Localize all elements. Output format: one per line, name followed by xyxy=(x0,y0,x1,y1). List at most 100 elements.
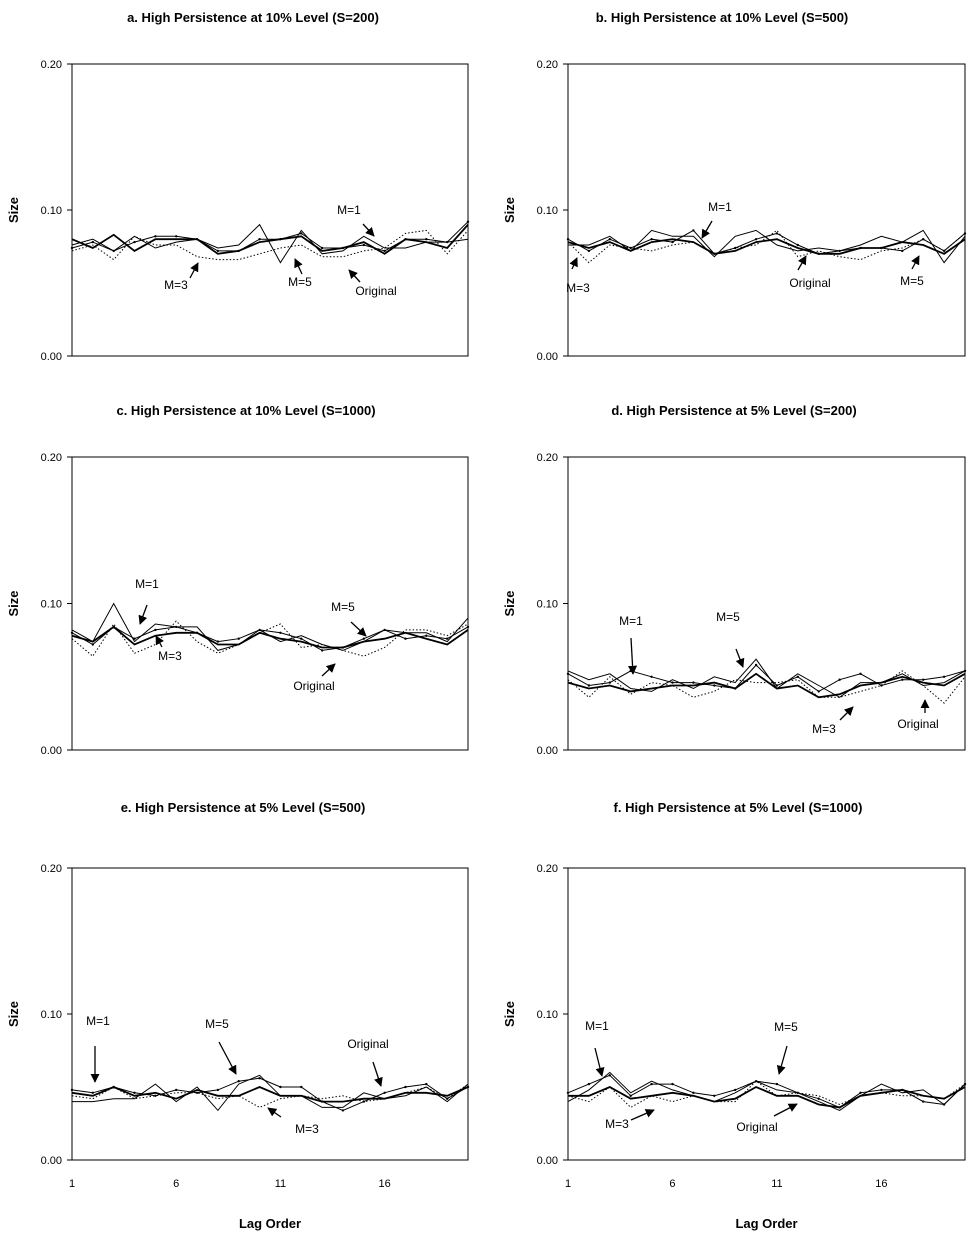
x-tick-label: 6 xyxy=(669,1178,675,1190)
y-axis-label: Size xyxy=(502,1001,517,1027)
annotation-label: M=1 xyxy=(337,203,361,217)
panel-a: a. High Persistence at 10% Level (S=200)… xyxy=(6,10,470,363)
series-point xyxy=(466,220,470,223)
series-point xyxy=(362,243,365,247)
annotation-arrow xyxy=(797,255,807,271)
series-point xyxy=(91,240,95,244)
x-tick-label: 16 xyxy=(379,1178,391,1190)
series-point xyxy=(838,1106,841,1109)
series-point xyxy=(754,663,758,667)
series-point xyxy=(133,1091,136,1095)
series-point xyxy=(175,235,178,238)
series-point xyxy=(796,675,799,678)
panel-title: b. High Persistence at 10% Level (S=500) xyxy=(596,10,849,25)
series-point xyxy=(300,1085,303,1089)
annotation-arrow xyxy=(372,1061,383,1087)
series-point xyxy=(300,637,303,640)
annotation-label: M=3 xyxy=(605,1117,629,1131)
plot-frame xyxy=(567,456,966,751)
series-point xyxy=(404,637,407,640)
series-point xyxy=(446,240,449,244)
plot-frame xyxy=(567,63,966,357)
series-line-4 xyxy=(567,229,966,264)
series-point xyxy=(320,246,324,250)
annotation-arrow xyxy=(776,1045,788,1075)
series-point xyxy=(258,1077,261,1080)
series-point xyxy=(817,690,820,693)
y-axis-label: Size xyxy=(6,590,21,616)
series-point xyxy=(901,1088,904,1092)
y-tick-label: 0.10 xyxy=(41,205,62,217)
y-tick-label: 0.10 xyxy=(537,599,558,611)
series-point xyxy=(258,238,261,241)
panel-d: d. High Persistence at 5% Level (S=200) S… xyxy=(502,403,967,757)
series-point xyxy=(692,1091,695,1095)
series-point xyxy=(587,249,591,253)
x-tick-label: 6 xyxy=(173,1178,179,1190)
series-line-4 xyxy=(71,620,469,657)
y-axis-label: Size xyxy=(6,1001,21,1027)
y-tick-label: 0.10 xyxy=(537,1009,558,1021)
series-line-4 xyxy=(71,229,469,261)
series-point xyxy=(817,1097,820,1100)
series-point xyxy=(154,1094,157,1098)
annotation-label: M=5 xyxy=(716,610,740,624)
annotation-label: M=1 xyxy=(86,1014,110,1028)
y-axis-label: Size xyxy=(502,590,517,616)
series-line-4 xyxy=(71,1083,469,1108)
series-point xyxy=(133,240,136,244)
series-point xyxy=(112,625,115,629)
annotation-arrow xyxy=(321,663,336,677)
annotation-arrow xyxy=(350,621,367,637)
series-point xyxy=(425,634,428,637)
series-point xyxy=(734,687,737,690)
series-point xyxy=(175,1088,178,1092)
panel-e: e. High Persistence at 5% Level (S=500) S… xyxy=(6,800,470,1231)
series-point xyxy=(650,675,653,678)
series-point xyxy=(362,637,365,640)
series-point xyxy=(796,1091,799,1095)
series-point xyxy=(713,684,716,687)
series-point xyxy=(922,678,925,681)
series-point xyxy=(734,1088,737,1092)
annotation-label: Original xyxy=(355,284,396,298)
series-point xyxy=(859,246,862,250)
series-point xyxy=(404,238,407,241)
series-point xyxy=(341,1109,345,1112)
annotation-arrow xyxy=(138,604,148,625)
series-line-2 xyxy=(71,602,469,651)
series-point xyxy=(608,681,611,684)
series-line-3 xyxy=(71,1077,469,1111)
series-point xyxy=(425,1082,428,1086)
series-point xyxy=(383,628,386,632)
annotation-label: M=3 xyxy=(164,278,188,292)
series-point xyxy=(901,678,904,681)
annotation-arrow xyxy=(839,706,854,721)
panel-title: d. High Persistence at 5% Level (S=200) xyxy=(611,403,856,418)
series-point xyxy=(133,637,136,640)
series-point xyxy=(404,1085,407,1089)
y-tick-label: 0.10 xyxy=(41,599,62,611)
series-point xyxy=(216,640,220,643)
annotation-arrow xyxy=(155,635,164,648)
annotation-label: Original xyxy=(897,717,938,731)
series-point xyxy=(383,249,386,253)
series-line-4 xyxy=(567,1080,966,1109)
series-point xyxy=(608,238,611,241)
series-line-1 xyxy=(567,672,966,699)
y-tick-label: 0.10 xyxy=(537,205,558,217)
annotation-arrow xyxy=(773,1103,798,1117)
annotation-arrow xyxy=(218,1041,237,1075)
annotation-label: M=5 xyxy=(900,274,924,288)
y-tick-label: 0.20 xyxy=(537,59,558,71)
annotation-arrow xyxy=(701,220,713,239)
y-tick-label: 0.00 xyxy=(41,1155,62,1167)
y-tick-label: 0.20 xyxy=(537,452,558,464)
series-point xyxy=(154,628,157,632)
annotation-arrow xyxy=(628,637,638,675)
x-tick-label: 1 xyxy=(565,1178,571,1190)
panel-title: c. High Persistence at 10% Level (S=1000… xyxy=(116,403,375,418)
annotation-label: M=1 xyxy=(585,1019,609,1033)
series-point xyxy=(466,625,470,629)
y-tick-label: 0.00 xyxy=(41,351,62,363)
